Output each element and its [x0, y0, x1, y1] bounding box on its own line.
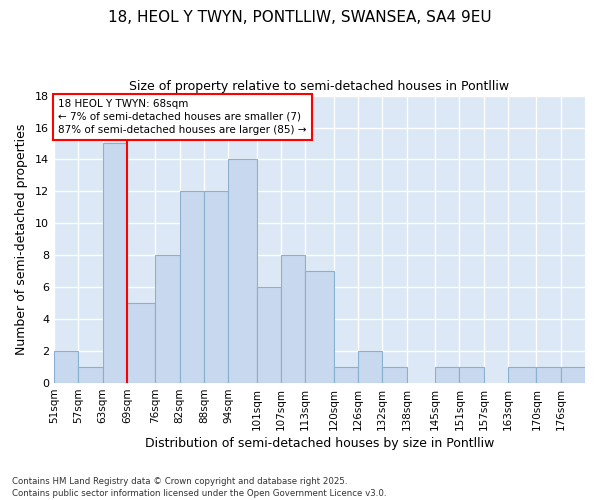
Title: Size of property relative to semi-detached houses in Pontlliw: Size of property relative to semi-detach…	[130, 80, 509, 93]
Bar	[228, 160, 257, 383]
Bar	[305, 272, 334, 383]
Bar	[155, 256, 179, 383]
Bar	[508, 367, 536, 383]
Text: 18, HEOL Y TWYN, PONTLLIW, SWANSEA, SA4 9EU: 18, HEOL Y TWYN, PONTLLIW, SWANSEA, SA4 …	[108, 10, 492, 25]
Bar	[127, 303, 155, 383]
Bar	[179, 192, 204, 383]
Bar	[536, 367, 560, 383]
Bar	[358, 351, 382, 383]
Bar	[78, 367, 103, 383]
Bar	[204, 192, 228, 383]
Bar	[257, 287, 281, 383]
Bar	[382, 367, 407, 383]
Bar	[334, 367, 358, 383]
Text: Contains HM Land Registry data © Crown copyright and database right 2025.
Contai: Contains HM Land Registry data © Crown c…	[12, 476, 386, 498]
Y-axis label: Number of semi-detached properties: Number of semi-detached properties	[15, 124, 28, 355]
Bar	[281, 256, 305, 383]
Text: 18 HEOL Y TWYN: 68sqm
← 7% of semi-detached houses are smaller (7)
87% of semi-d: 18 HEOL Y TWYN: 68sqm ← 7% of semi-detac…	[58, 99, 307, 135]
Bar	[560, 367, 585, 383]
X-axis label: Distribution of semi-detached houses by size in Pontlliw: Distribution of semi-detached houses by …	[145, 437, 494, 450]
Bar	[460, 367, 484, 383]
Bar	[435, 367, 460, 383]
Bar	[103, 144, 127, 383]
Bar	[54, 351, 78, 383]
